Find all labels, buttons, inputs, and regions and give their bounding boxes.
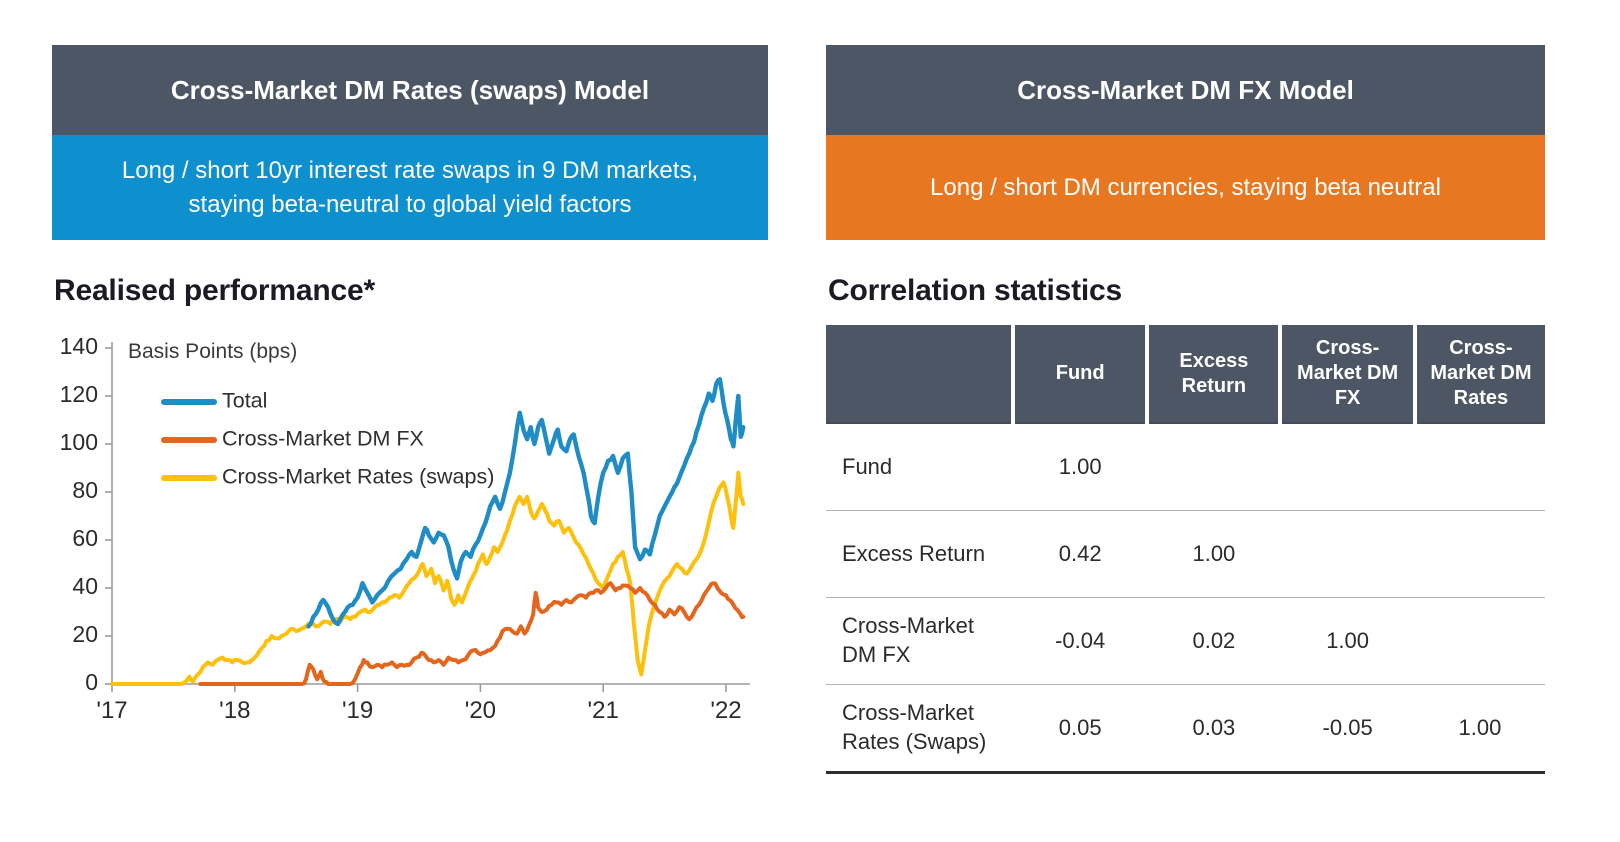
rates-model-panel: Cross-Market DM Rates (swaps) Model Long… <box>52 45 768 240</box>
corr-table-row: Excess Return 0.42 1.00 <box>826 510 1545 598</box>
correlation-table-header-row: Fund Excess Return Cross-Market DM FX Cross… <box>826 325 1545 424</box>
corr-header-cell: Excess Return <box>1145 325 1281 424</box>
y-tick-label: 40 <box>72 573 98 599</box>
corr-value-cell <box>1414 510 1545 598</box>
rates-model-description-text: Long / short 10yr interest rate swaps in… <box>121 156 699 218</box>
performance-section-title: Realised performance* <box>54 274 375 307</box>
corr-table-row: Cross-Market DM FX -0.04 0.02 1.00 <box>826 597 1545 685</box>
y-tick-label: 100 <box>60 429 98 455</box>
corr-value-cell: 1.00 <box>1414 684 1545 774</box>
legend-label-3: Cross-Market Rates (swaps) <box>222 465 494 489</box>
corr-row-label: Cross-Market DM FX <box>826 597 1013 685</box>
corr-value-cell <box>1147 423 1280 511</box>
correlation-table: Fund Excess Return Cross-Market DM FX Cross… <box>826 325 1545 774</box>
series-line-total <box>306 377 746 629</box>
corr-header-cell: Cross-Market DM FX <box>1278 325 1415 424</box>
x-tick-label: '18 <box>219 697 250 724</box>
corr-value-cell <box>1414 597 1545 685</box>
corr-value-cell: 0.03 <box>1147 684 1281 774</box>
corr-header-empty-cell <box>826 325 1013 424</box>
rates-model-description-banner: Long / short 10yr interest rate swaps in… <box>52 135 768 240</box>
corr-header-cell: Cross-Market DM Rates <box>1412 325 1545 424</box>
y-tick-label: 0 <box>85 669 98 695</box>
fx-model-panel: Cross-Market DM FX Model Long / short DM… <box>826 45 1545 240</box>
corr-table-row: Cross-Market Rates (Swaps) 0.05 0.03 -0.05 1… <box>826 684 1545 774</box>
corr-value-cell: -0.05 <box>1280 684 1415 774</box>
y-tick-label: 60 <box>72 525 98 551</box>
x-tick-label: '20 <box>465 697 496 724</box>
x-tick-label: '19 <box>342 697 373 724</box>
correlation-section-title: Correlation statistics <box>828 274 1123 307</box>
performance-chart: 0 20 40 60 80 100 120 140 '17 '18 '19 '20 '21 '22 Basi… <box>60 333 750 724</box>
corr-value-cell: 1.00 <box>1147 510 1281 598</box>
corr-row-label: Excess Return <box>826 510 1013 598</box>
y-axis-unit-label: Basis Points (bps) <box>128 340 297 363</box>
corr-value-cell: 0.05 <box>1012 684 1148 774</box>
rates-model-header-text: Cross-Market DM Rates (swaps) Model <box>170 74 650 105</box>
corr-value-cell <box>1415 423 1545 511</box>
corr-value-cell <box>1280 510 1415 598</box>
corr-table-row: Fund 1.00 <box>826 423 1545 511</box>
fx-model-description-text: Long / short DM currencies, staying beta… <box>930 173 1441 201</box>
rates-model-header: Cross-Market DM Rates (swaps) Model <box>52 45 768 135</box>
corr-row-label: Fund <box>842 453 893 479</box>
corr-value-cell: 0.42 <box>1012 510 1148 598</box>
y-tick-label: 120 <box>60 381 98 407</box>
y-tick-label: 80 <box>72 477 98 503</box>
x-tick-label: '21 <box>588 697 619 724</box>
corr-row-label: Cross-Market Rates (Swaps) <box>826 684 1013 774</box>
corr-value-cell: 1.00 <box>1280 597 1415 685</box>
x-tick-label: '17 <box>96 697 127 724</box>
corr-value-cell <box>1280 423 1414 511</box>
y-tick-label: 140 <box>60 333 98 359</box>
series-line-cross-market-rates-swaps- <box>110 470 746 686</box>
legend-label-2: Cross-Market DM FX <box>222 427 424 451</box>
y-tick-label: 20 <box>72 621 98 647</box>
corr-value-cell: 1.00 <box>1058 454 1102 479</box>
series-line-cross-market-dm-fx <box>198 581 746 686</box>
fx-model-header: Cross-Market DM FX Model <box>826 45 1545 135</box>
corr-value-cell: 0.02 <box>1147 597 1281 685</box>
legend-label-1: Total <box>222 389 267 413</box>
fx-model-description-banner: Long / short DM currencies, staying beta… <box>826 135 1545 240</box>
x-tick-label: '22 <box>710 697 741 724</box>
corr-value-cell: -0.04 <box>1012 597 1148 685</box>
fx-model-header-text: Cross-Market DM FX Model <box>1017 74 1354 105</box>
corr-header-cell: Fund <box>1010 325 1148 424</box>
